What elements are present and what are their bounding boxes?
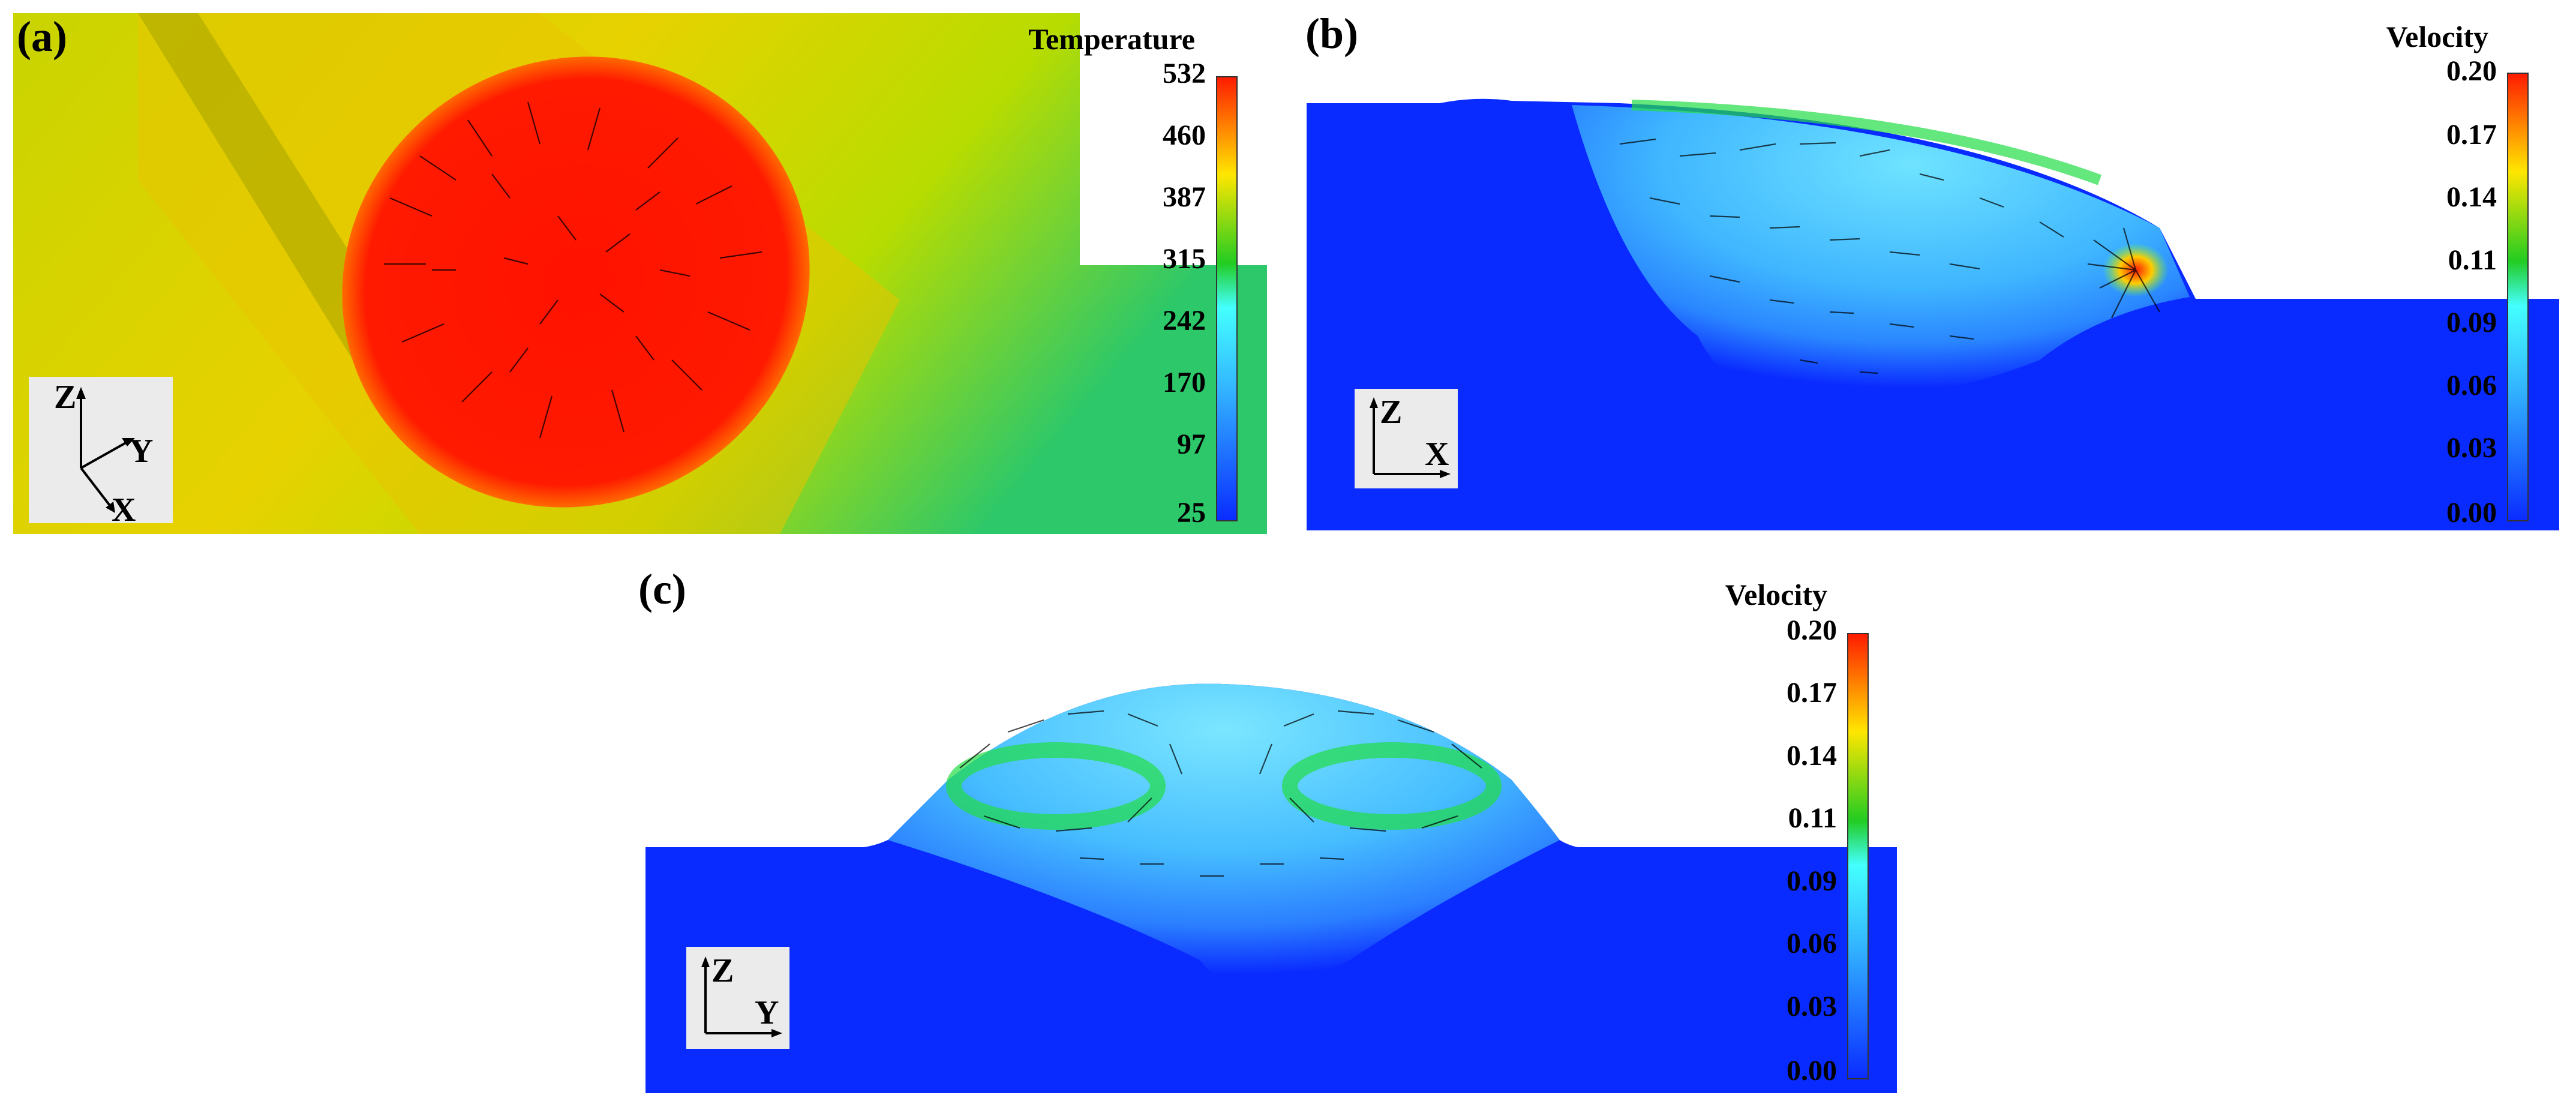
temperature-colorbar	[1216, 76, 1238, 521]
legend-tick: 0.06	[1787, 928, 1837, 959]
panel-a: Z Y X (a) Temperature 532 460 387 315 24…	[13, 13, 1267, 534]
axis-diad-b: Z X	[1355, 389, 1458, 488]
panel-label-a: (a)	[17, 13, 67, 61]
legend-tick: 0.09	[1787, 865, 1837, 897]
axis-label-y: Y	[755, 994, 779, 1031]
legend-tick: 0.06	[2446, 370, 2497, 401]
legend-tick: 170	[1163, 367, 1206, 398]
legend-title-velocity: Velocity	[1725, 578, 1827, 611]
legend-tick: 0.17	[1787, 677, 1837, 709]
melt-pool-b	[1572, 105, 2190, 403]
panel-label-b: (b)	[1305, 10, 1358, 58]
axis-diad-c: Z Y	[686, 947, 789, 1049]
flow-vectors-a	[384, 101, 762, 439]
axis-label-y: Y	[129, 433, 153, 470]
velocity-legend-b: Velocity 0.20 0.17 0.14 0.11 0.09 0.06 0…	[2386, 20, 2529, 529]
panel-b: Z X (b) Velocity 0.20 0.17 0.14 0.11 0.0…	[1305, 10, 2559, 531]
legend-tick: 242	[1163, 305, 1206, 337]
flow-vectors-c	[959, 710, 1482, 877]
legend-tick: 0.09	[2446, 307, 2497, 338]
axis-label-x: X	[1425, 436, 1449, 473]
legend-tick: 0.03	[2446, 432, 2497, 464]
melt-pool	[342, 56, 810, 508]
legend-tick: 0.00	[2446, 497, 2497, 529]
axis-label-x: X	[112, 491, 136, 529]
legend-tick: 0.03	[1787, 991, 1837, 1022]
velocity-colorbar-b	[2507, 73, 2529, 521]
legend-tick: 315	[1163, 243, 1206, 275]
legend-tick: 460	[1163, 119, 1206, 151]
velocity-legend-c: Velocity 0.20 0.17 0.14 0.11 0.09 0.06 0…	[1725, 578, 1869, 1087]
legend-tick: 0.17	[2446, 119, 2497, 151]
temperature-legend: Temperature 532 460 387 315 242 170 97 2…	[1028, 22, 1238, 529]
velocity-field-c	[645, 683, 1897, 1093]
axis-triad-a: Z Y X	[29, 377, 173, 529]
axis-label-z: Z	[1380, 394, 1402, 431]
legend-tick: 25	[1177, 497, 1206, 529]
panel-c: Z Y (c) Velocity 0.20 0.17 0.14 0.11 0.0…	[638, 565, 1897, 1093]
legend-title-velocity: Velocity	[2386, 20, 2488, 53]
legend-tick: 0.20	[2446, 55, 2497, 87]
panel-label-c: (c)	[638, 565, 686, 613]
legend-tick: 97	[1177, 428, 1206, 460]
legend-tick: 0.00	[1787, 1055, 1837, 1087]
legend-tick: 0.20	[1787, 614, 1837, 646]
legend-tick: 387	[1163, 181, 1206, 213]
velocity-field-b	[1307, 98, 2559, 531]
axis-label-z: Z	[711, 952, 734, 989]
melt-pool-c	[888, 683, 1560, 990]
legend-tick: 532	[1163, 58, 1206, 89]
legend-tick: 0.11	[1788, 802, 1837, 834]
legend-tick: 0.11	[2448, 244, 2497, 276]
velocity-colorbar-c	[1847, 633, 1869, 1079]
legend-title-temperature: Temperature	[1028, 22, 1195, 56]
axis-label-z: Z	[54, 379, 76, 416]
temperature-field	[13, 13, 1267, 534]
flow-vectors-b	[1619, 138, 2160, 374]
legend-tick: 0.14	[2446, 181, 2497, 213]
legend-tick: 0.14	[1787, 740, 1837, 772]
